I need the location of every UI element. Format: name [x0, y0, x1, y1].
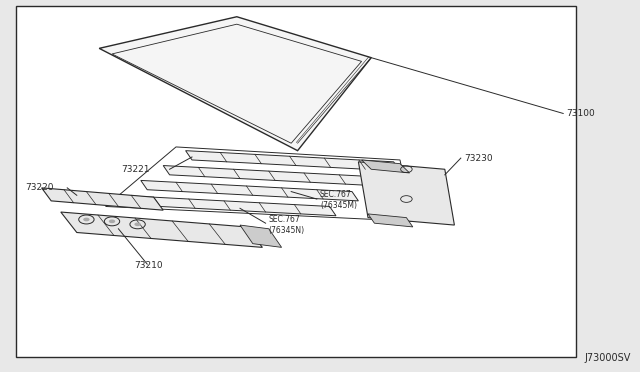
Text: 73221: 73221: [122, 165, 150, 174]
Polygon shape: [362, 160, 410, 173]
Polygon shape: [99, 17, 371, 151]
Polygon shape: [240, 225, 282, 247]
Bar: [16, 6, 576, 357]
Polygon shape: [186, 151, 400, 171]
Polygon shape: [368, 214, 413, 227]
Text: SEC.767
(76345M): SEC.767 (76345M): [320, 190, 357, 210]
Text: 73230: 73230: [464, 154, 493, 163]
Circle shape: [109, 219, 115, 223]
Polygon shape: [112, 24, 362, 143]
Polygon shape: [141, 180, 358, 201]
Polygon shape: [358, 162, 454, 225]
Text: 73220: 73220: [26, 183, 54, 192]
Circle shape: [134, 222, 141, 226]
Text: J73000SV: J73000SV: [584, 353, 630, 363]
Polygon shape: [61, 212, 262, 247]
Polygon shape: [118, 195, 336, 216]
Polygon shape: [42, 188, 163, 210]
Polygon shape: [163, 166, 381, 186]
Text: 73210: 73210: [134, 262, 163, 270]
Text: SEC.767
(76345N): SEC.767 (76345N): [269, 215, 305, 235]
Text: 73100: 73100: [566, 109, 595, 118]
Circle shape: [83, 218, 90, 221]
